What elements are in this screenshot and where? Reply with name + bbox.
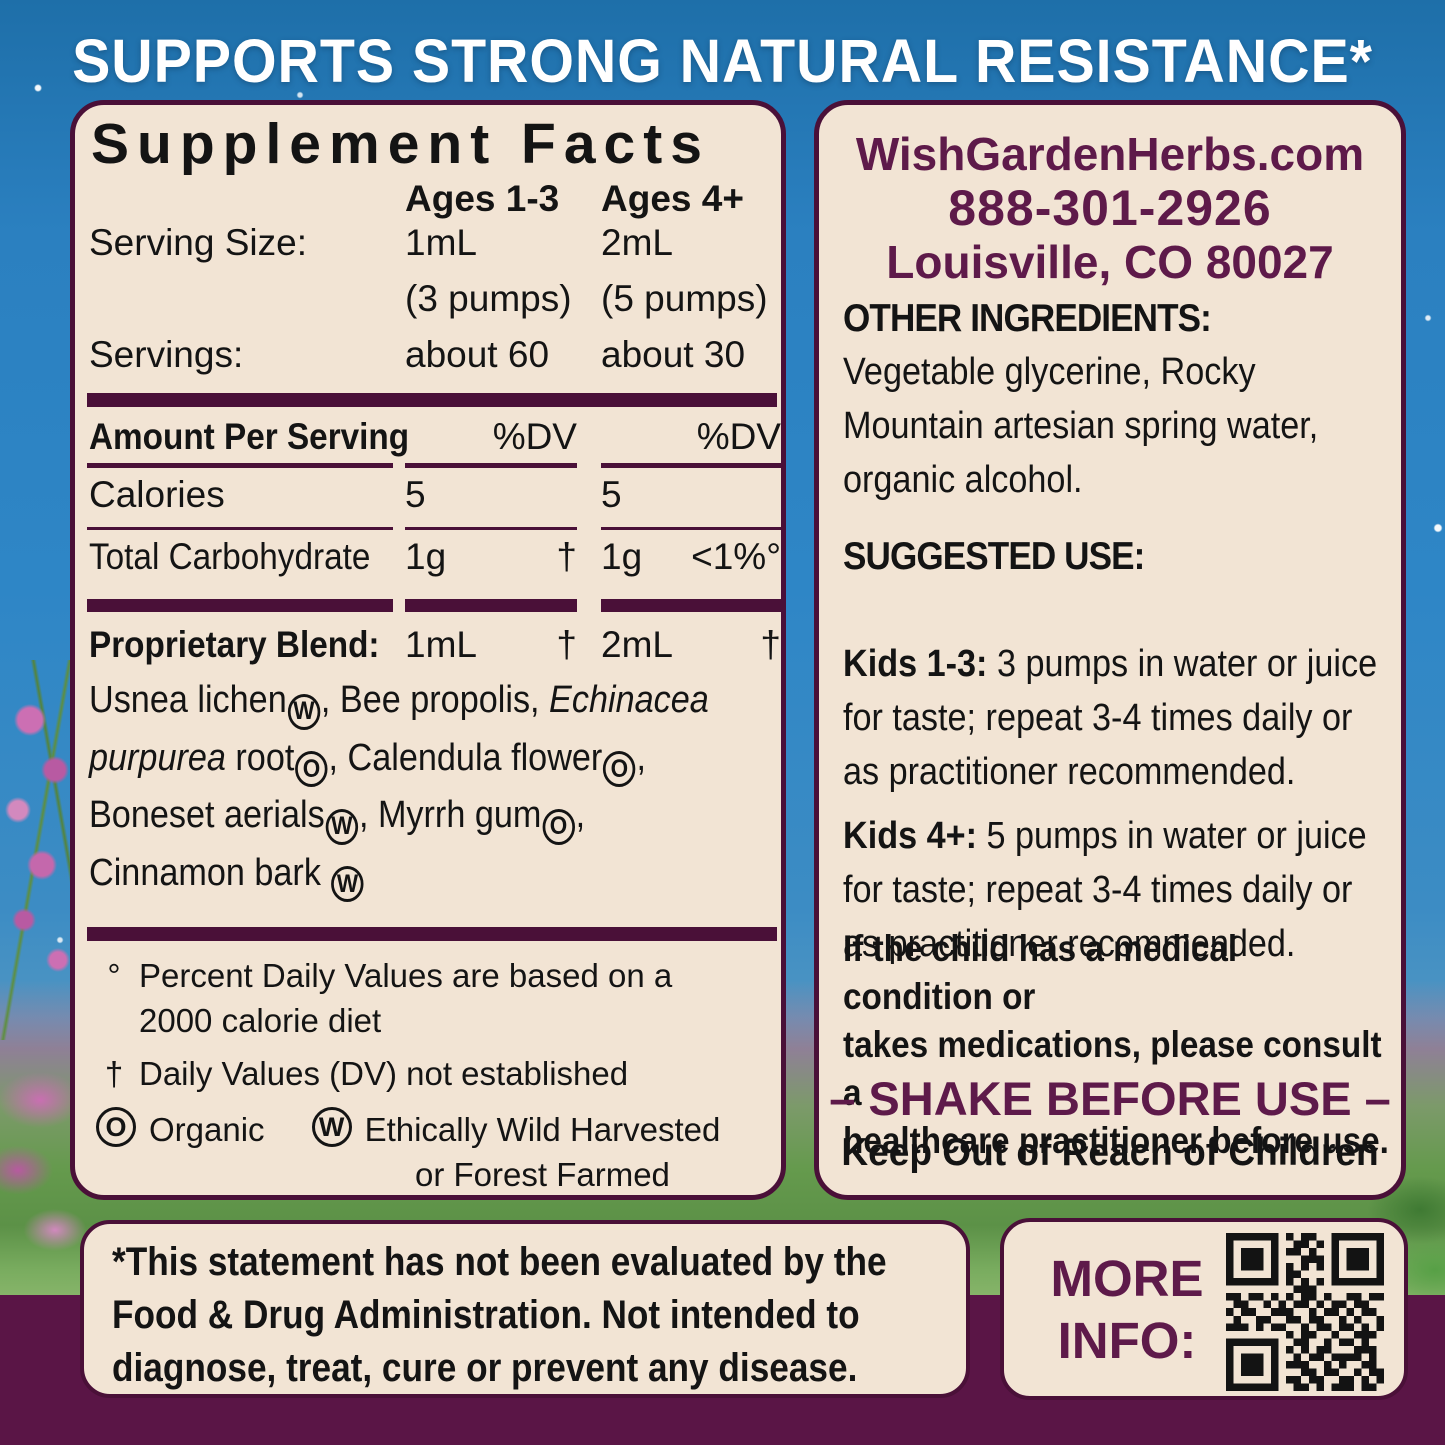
serving-size-ages-1-3: 1mL [405,222,477,263]
calories-ages-1-3: 5 [405,474,426,515]
footnote-daily-values-text: Percent Daily Values are based on a 2000… [139,957,673,1039]
blend-amount-2: 2mL [601,624,673,665]
total-carbohydrate-label: Total Carbohydrate [89,536,371,577]
wild-harvested-symbol-icon: W [325,808,359,845]
organic-symbol-icon: O [96,1107,136,1147]
organic-symbol-icon: O [542,808,575,845]
dosage-kids-4plus-text: 5 pumps in water or juice for taste; rep… [843,815,1367,965]
dosage-kids-1-3: Kids 1-3: 3 pumps in water or juice for … [843,583,1392,799]
more-info-label: MORE INFO: [1050,1250,1204,1369]
divider-segment [405,527,577,530]
servings-ages-4plus: about 30 [601,334,746,375]
footnote-dagger-text: Daily Values (DV) not established [139,1055,629,1092]
ingredient-text: Usnea lichen [89,679,287,721]
proprietary-blend-ingredients: Usnea lichen W, Bee propolis, Echinacea pu… [89,672,781,902]
ingredient-text: purpurea [89,736,226,779]
wild-harvested-symbol-icon: W [331,866,364,902]
dosage-kids-1-3-label: Kids 1-3: [843,643,988,685]
info-panel: WishGardenHerbs.com 888-301-2926 Louisvi… [814,100,1406,1200]
carb-dv-2: <1%° [691,536,781,577]
servings-label: Servings: [89,334,244,375]
fda-disclaimer-panel: *This statement has not been evaluated b… [80,1220,970,1398]
footnote-dagger: † Daily Values (DV) not established [101,1051,628,1096]
phone-number: 888-301-2926 [948,180,1272,236]
divider-segment-thick [601,599,781,612]
website-link[interactable]: WishGardenHerbs.com [855,128,1365,180]
divider-segment-thick [87,599,393,612]
calories-ages-4plus: 5 [601,474,622,515]
proprietary-blend-label: Proprietary Blend: [89,624,380,665]
more-info-panel: MORE INFO: [1000,1218,1408,1400]
wild-harvested-symbol-icon: W [287,693,321,730]
carb-dv-1: † [556,536,577,577]
other-ingredients-heading: OTHER INGREDIENTS: [843,297,1212,340]
blend-dv-2: † [760,624,781,665]
dosage-kids-4plus: Kids 4+: 5 pumps in water or juice for t… [843,755,1392,971]
blend-dv-1: † [556,624,577,665]
degree-symbol: ° [107,957,121,994]
divider-segment [601,527,781,530]
organic-legend-text: Organic [149,1111,265,1148]
footnote-symbol-legend: O Organic W Ethically Wild Harvested or … [95,1107,721,1195]
qr-code[interactable] [1226,1233,1384,1391]
carb-amount-1: 1g [405,536,447,577]
table-divider-thick [87,927,777,941]
shake-before-use-notice: – SHAKE BEFORE USE – [829,1072,1391,1125]
ingredient-text: Boneset aerials [89,794,325,836]
pumps-ages-4plus: (5 pumps) [601,278,768,319]
age-col-2-header: Ages 4+ [601,178,744,219]
other-ingredients-text: Vegetable glycerine, Rocky Mountain arte… [843,351,1319,501]
divider-segment [87,463,393,468]
medical-warning-text: If the child has a medical condition or … [843,928,1389,1161]
divider-segment [87,527,393,530]
divider-segment-thick [405,599,577,612]
age-col-1-header: Ages 1-3 [405,178,560,219]
divider-segment [601,463,781,468]
ingredient-text: , [636,736,647,779]
dv-header-1: %DV [492,416,577,457]
banner-headline: SUPPORTS STRONG NATURAL RESISTANCE* [72,27,1373,95]
table-divider-thick [87,393,777,407]
dv-header-2: %DV [696,416,781,457]
ingredient-text: , [575,794,586,836]
calories-label: Calories [89,474,225,515]
pumps-ages-1-3: (3 pumps) [405,278,572,319]
dosage-kids-4plus-label: Kids 4+: [843,815,978,857]
ingredient-text: Echinacea [549,679,709,721]
organic-symbol-icon: O [603,751,636,787]
dosage-kids-1-3-text: 3 pumps in water or juice for taste; rep… [843,643,1378,793]
supplement-facts-title: Supplement Facts [91,112,710,176]
serving-size-label: Serving Size: [89,222,307,263]
footnote-daily-values: ° Percent Daily Values are based on a 20… [101,953,672,1043]
servings-ages-1-3: about 60 [405,334,550,375]
company-address: Louisville, CO 80027 [886,236,1334,288]
ingredient-text: root [225,736,295,779]
blend-amount-1: 1mL [405,624,477,665]
organic-symbol-icon: O [295,751,328,787]
ingredient-text: , Calendula flower [328,736,603,779]
amount-per-serving-label: Amount Per Serving [89,416,410,457]
supplement-facts-panel: Supplement Facts Ages 1-3 Ages 4+ Servin… [70,100,786,1200]
carb-amount-2: 1g [601,536,643,577]
ingredient-text: Cinnamon bark [89,851,331,894]
ingredient-text: , Myrrh gum [358,794,542,836]
ingredient-text: , Bee propolis, [320,679,550,721]
serving-size-ages-4plus: 2mL [601,222,673,263]
fda-disclaimer-text: *This statement has not been evaluated b… [112,1240,887,1390]
wild-harvested-legend-text: Ethically Wild Harvested or Forest Farme… [364,1111,721,1193]
dagger-symbol: † [104,1055,124,1092]
divider-segment [405,463,577,468]
keep-out-of-reach-notice: Keep Out of Reach of Children [841,1131,1379,1174]
wild-harvested-symbol-icon: W [311,1107,352,1147]
suggested-use-heading: SUGGESTED USE: [843,535,1145,578]
